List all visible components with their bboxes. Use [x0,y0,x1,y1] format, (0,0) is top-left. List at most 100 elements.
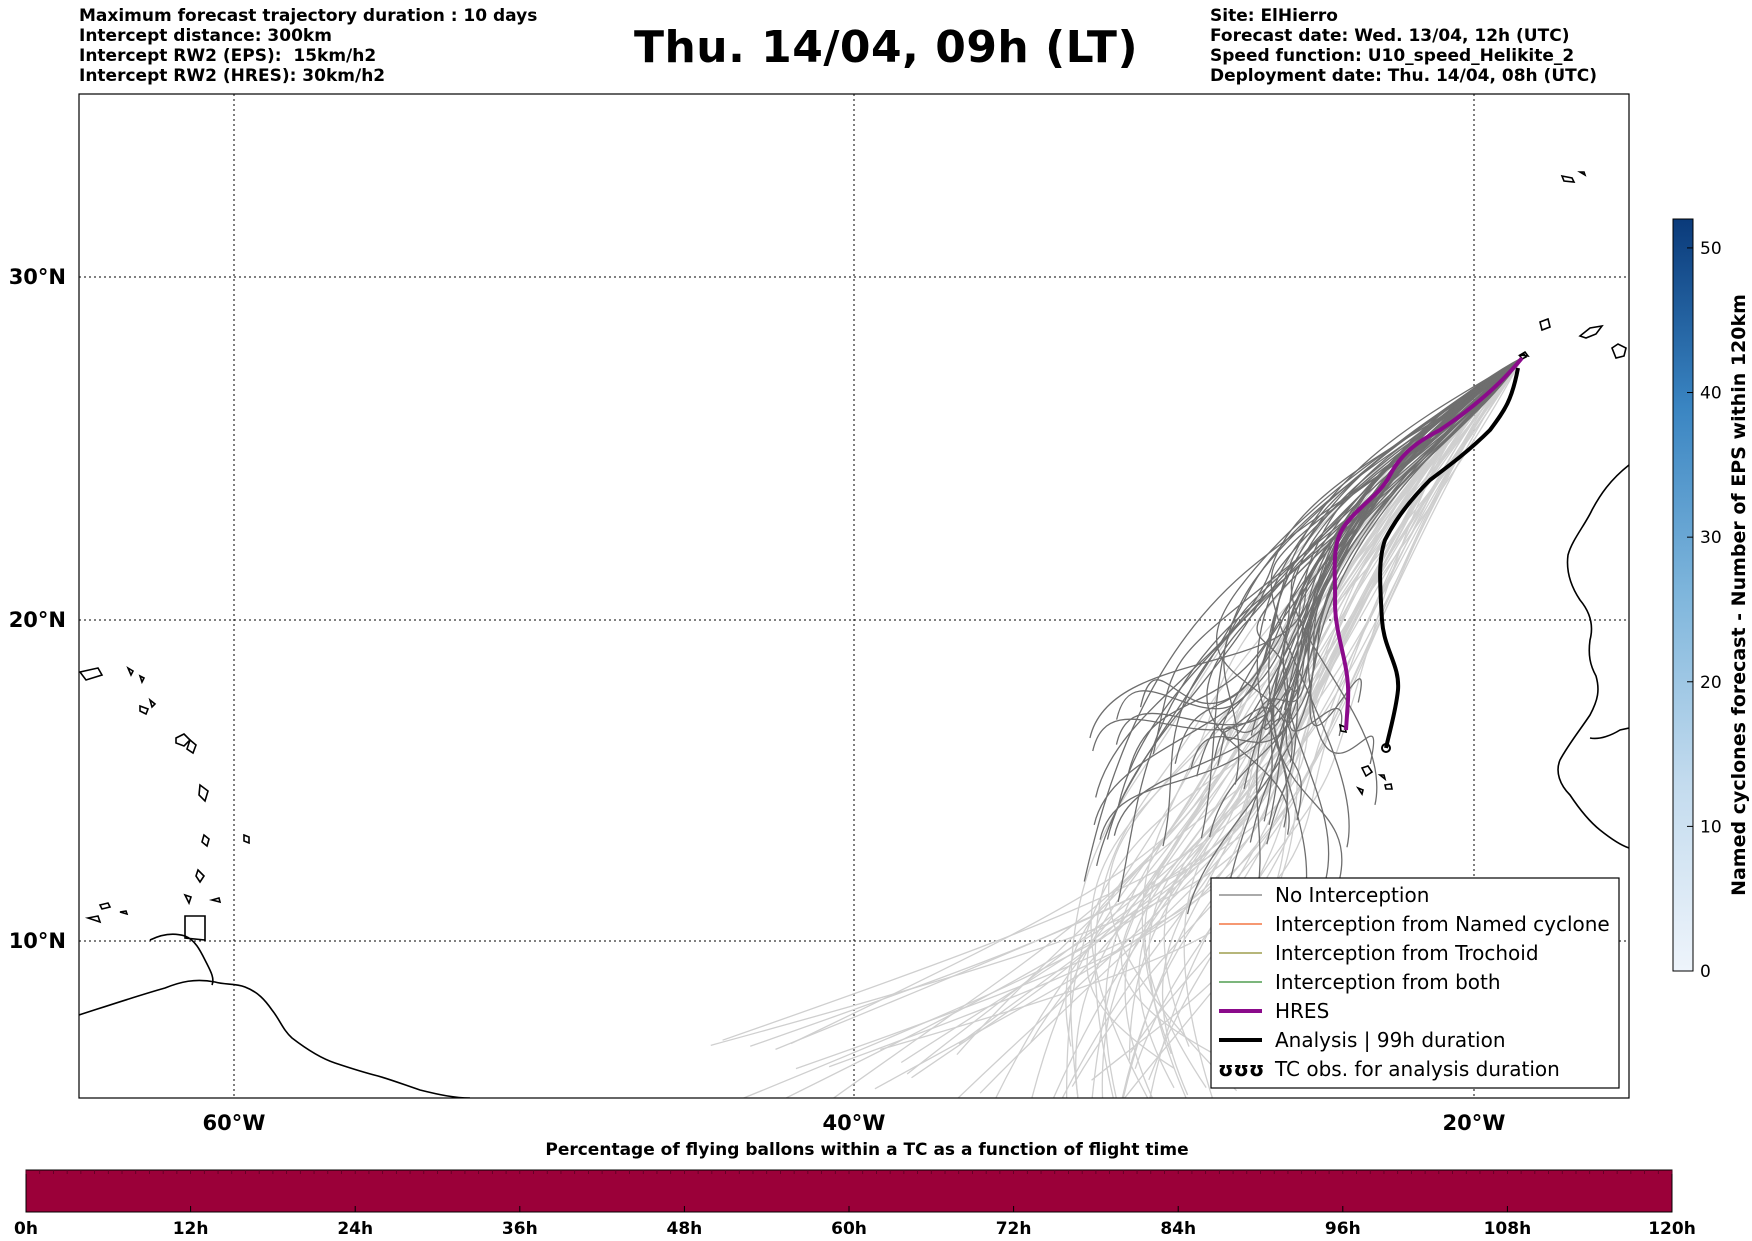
hres-trajectory [1332,356,1524,731]
coast-madeira [1560,171,1587,183]
eps-trajectory-near [1083,357,1523,882]
eps-trajectory-far [1101,357,1523,1098]
longitude-labels: 60°W 40°W 20°W [203,1111,1506,1135]
analysis-line [1378,367,1520,749]
legend-item: No Interception [1219,883,1429,907]
legend-label: Interception from both [1275,970,1501,994]
coastlines [79,171,1629,1098]
colorbar-tick-label: 40 [1700,384,1722,404]
hres-line [1332,356,1524,731]
lon-label-20w: 20°W [1443,1111,1506,1135]
legend-item: Analysis | 99h duration [1219,1028,1506,1052]
eps-trajectory-far [1075,357,1523,1098]
latitude-labels: 30°N 20°N 10°N [9,265,66,953]
site-text: Site: ElHierro [1210,6,1338,26]
eps-trajectory-far [722,357,1523,1041]
eps-trajectories-near [1083,357,1523,915]
coast-tobago [208,897,222,904]
eps-trajectory-far [710,357,1523,1046]
lon-label-40w: 40°W [823,1111,886,1135]
speed-function-text: Speed function: U10_speed_Helikite_2 [1210,46,1575,66]
eps-trajectory-far [1069,357,1523,1098]
legend-box [1210,877,1620,1089]
max-duration-text: Maximum forecast trajectory duration : 1… [79,6,538,26]
coast-trinidad [184,915,206,941]
legend-label: No Interception [1275,883,1429,907]
legend-label: Interception from Trochoid [1275,941,1539,965]
percentage-bar-tick-label: 60h [831,1219,867,1239]
header-right-info: Site: ElHierro Forecast date: Wed. 13/04… [1210,6,1597,86]
percentage-bar [25,1169,1673,1213]
eps-trajectory-near [1095,357,1523,798]
colorbar-tick-label: 30 [1700,528,1722,548]
colorbar-tick-label: 0 [1700,962,1711,982]
percentage-bar-tick-label: 72h [996,1219,1032,1239]
horizontal-colorbar: Percentage of flying ballons within a TC… [14,1140,1696,1239]
percentage-bar-tick-label: 48h [667,1219,703,1239]
percentage-bar-tick-label: 120h [1648,1219,1696,1239]
legend-label: TC obs. for analysis duration [1274,1057,1560,1081]
eps-trajectory-near [1095,357,1523,867]
lon-label-60w: 60°W [203,1111,266,1135]
colorbar-tick-label: 20 [1700,673,1722,693]
eps-trajectory-far [1134,357,1523,1069]
coast-cape-verde [1338,723,1393,796]
colorbar-gradient [1672,218,1694,972]
header-left-info: Maximum forecast trajectory duration : 1… [79,6,537,86]
eps-trajectory-far [957,357,1523,1098]
percentage-bar-tick-label: 84h [1160,1219,1196,1239]
page-title: Thu. 14/04, 09h (LT) [633,22,1139,73]
colorbar-tick-label: 10 [1700,817,1722,837]
lat-label-10n: 10°N [9,929,66,953]
eps-trajectory-near [1249,357,1523,843]
coast-lesser-antilles [183,738,210,906]
coast-south-america [79,979,471,1098]
percentage-bar-tick-label: 36h [502,1219,538,1239]
percentage-bar-tick-label: 12h [173,1219,209,1239]
legend-item: ʊʊʊ TC obs. for analysis duration [1218,1057,1560,1081]
percentage-bar-tick-label: 0h [14,1219,38,1239]
coast-venezuela-east [149,933,214,986]
lat-label-30n: 30°N [9,265,66,289]
vertical-colorbar: 0 10 20 30 40 50 Named cyclones forecast - Nu… [1672,218,1750,982]
coast-puerto-rico [79,667,104,681]
colorbar-tick-label: 50 [1700,239,1722,259]
percentage-bar-tick-label: 108h [1484,1219,1532,1239]
eps-trajectory-near [1220,357,1523,735]
legend-item: HRES [1219,999,1329,1023]
coast-abc [84,902,129,924]
eps-trajectory-near [1116,357,1523,720]
legend-tc-symbol: ʊʊʊ [1218,1057,1264,1081]
legend-item: Interception from both [1219,970,1501,994]
eps-trajectory-far [1108,357,1523,1092]
percentage-bar-tick-label: 96h [1325,1219,1361,1239]
intercept-eps-text: Intercept RW2 (EPS): 15km/h2 [79,46,377,66]
eps-trajectory-near [1309,357,1523,727]
colorbar-label: Named cyclones forecast - Number of EPS … [1728,294,1750,896]
legend-item: Interception from Named cyclone [1219,912,1610,936]
legend-item: Interception from Trochoid [1219,941,1539,965]
eps-trajectory-near [1139,357,1523,708]
eps-trajectory-near [1117,357,1523,903]
eps-trajectory-near [1162,357,1523,847]
coast-canary-islands [1517,317,1627,359]
coast-africa [1557,464,1629,849]
eps-trajectory-far [795,357,1523,1070]
coast-guadeloupe [175,733,192,747]
intercept-hres-text: Intercept RW2 (HRES): 30km/h2 [79,66,386,86]
eps-trajectory-near [1266,357,1523,845]
eps-trajectory-far [1183,357,1523,1098]
eps-trajectory-far [1071,357,1523,1087]
eps-trajectory-near [1256,357,1523,828]
legend-label: Interception from Named cyclone [1275,912,1610,936]
deployment-date-text: Deployment date: Thu. 14/04, 08h (UTC) [1210,66,1597,86]
coast-africa-senegal [1589,727,1629,740]
analysis-endpoint [1381,743,1391,753]
eps-trajectory-near [1213,357,1523,761]
eps-trajectory-far [1148,357,1523,1098]
eps-trajectory-near [1208,357,1523,838]
eps-trajectory-far [828,357,1523,1068]
percentage-bar-tick-label: 24h [337,1219,373,1239]
coast-barbados [243,833,250,845]
